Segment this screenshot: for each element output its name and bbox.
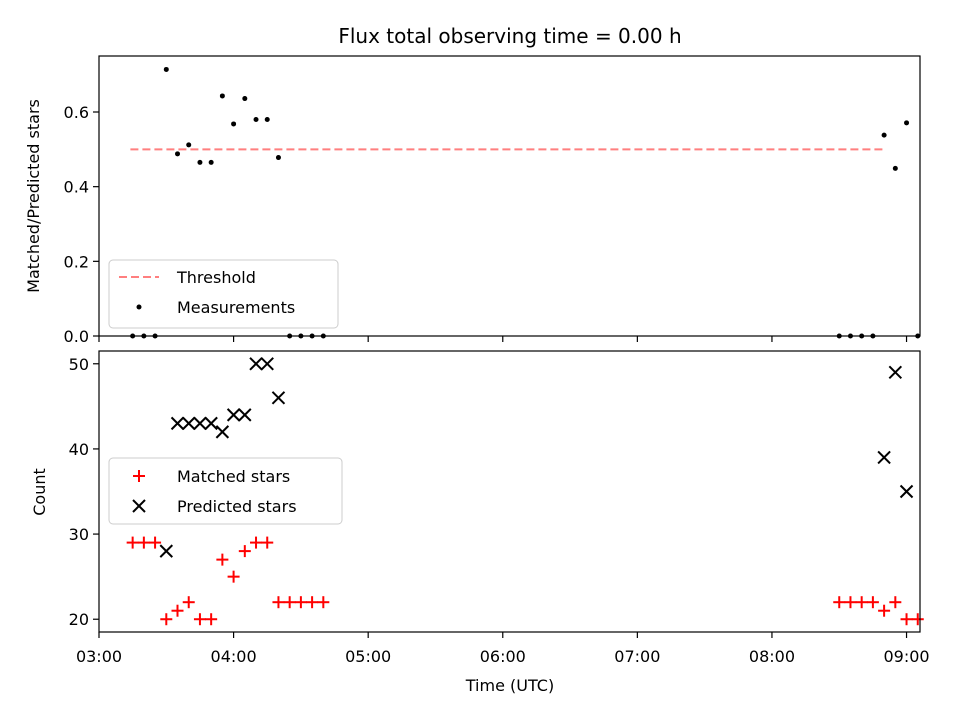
legend-predicted-swatch	[132, 499, 146, 513]
bottom-y-tick-label: 40	[69, 440, 89, 459]
predicted-star-point	[204, 416, 218, 431]
chart-title: Flux total observing time = 0.00 h	[338, 24, 681, 48]
top-legend-box	[108, 259, 339, 329]
x-tick-label: 08:00	[749, 647, 795, 666]
bottom-y-axis-label: Count	[30, 468, 49, 516]
matched-star-point	[205, 613, 218, 626]
top-plot-frame	[98, 55, 921, 337]
top-y-tick-label: 0.0	[64, 327, 89, 346]
top-y-tick-label: 0.4	[64, 178, 89, 197]
matched-star-point	[306, 596, 319, 609]
predicted-star-point	[238, 408, 252, 422]
top-legend: Threshold Measurements	[108, 259, 339, 329]
predicted-star-point	[271, 391, 286, 405]
matched-star-point	[160, 613, 173, 626]
predicted-star-point	[877, 450, 891, 465]
matched-star-point	[317, 596, 330, 609]
x-tick-label: 05:00	[345, 647, 391, 666]
bottom-x-ticks: 03:00 04:00 05:00 06:00 07:00 08:00 09:00	[76, 632, 930, 666]
matched-star-point	[149, 536, 162, 549]
measurement-point	[231, 121, 237, 127]
matched-star-point	[137, 536, 150, 549]
matched-star-point	[261, 536, 274, 549]
top-y-ticks: 0.0 0.2 0.4 0.6	[64, 103, 99, 346]
matched-star-point	[833, 596, 846, 609]
top-x-ticks	[98, 336, 908, 342]
predicted-star-point	[260, 357, 274, 371]
bottom-y-tick-label: 20	[69, 610, 89, 629]
measurement-point	[242, 96, 248, 102]
bottom-legend: Matched stars Predicted stars	[108, 457, 343, 525]
bottom-legend-box	[108, 457, 343, 525]
predicted-star-point	[215, 425, 230, 439]
legend-measurements-label: Measurements	[177, 298, 295, 317]
measurement-point	[208, 159, 214, 165]
matched-star-point	[250, 536, 263, 549]
predicted-star-point	[888, 365, 903, 379]
matched-star-point	[283, 596, 296, 609]
matched-star-point	[878, 604, 891, 617]
measurement-point	[892, 165, 898, 171]
measurement-point	[175, 151, 181, 157]
matched-star-point	[171, 604, 184, 617]
measurement-point	[275, 155, 281, 161]
legend-matched-label: Matched stars	[177, 467, 290, 486]
top-y-axis-label: Matched/Predicted stars	[24, 99, 43, 293]
bottom-series-marks	[126, 357, 924, 626]
x-tick-label: 09:00	[883, 647, 929, 666]
matched-star-point	[855, 596, 868, 609]
matched-star-point	[193, 613, 206, 626]
top-series-marks	[130, 66, 921, 339]
measurement-point	[186, 142, 192, 148]
predicted-star-point	[170, 416, 185, 431]
measurement-point	[881, 132, 887, 138]
legend-predicted-label: Predicted stars	[177, 497, 297, 516]
predicted-star-point	[182, 416, 196, 431]
measurement-point	[264, 116, 270, 122]
x-axis-label: Time (UTC)	[465, 676, 554, 695]
matched-star-point	[238, 545, 251, 558]
legend-threshold-label: Threshold	[176, 268, 256, 287]
x-tick-label: 04:00	[211, 647, 257, 666]
matched-star-point	[889, 596, 902, 609]
predicted-star-point	[249, 357, 263, 371]
matched-star-point	[844, 596, 857, 609]
measurement-point	[163, 66, 169, 72]
predicted-star-point	[226, 408, 241, 422]
bottom-y-tick-label: 50	[69, 355, 89, 374]
matched-star-point	[227, 570, 240, 583]
measurement-point	[197, 159, 203, 165]
x-tick-label: 07:00	[614, 647, 660, 666]
measurement-point	[904, 120, 910, 126]
predicted-star-point	[899, 484, 914, 499]
bottom-y-ticks: 20 30 40 50	[69, 355, 99, 629]
predicted-star-point	[159, 544, 174, 558]
matched-star-point	[866, 596, 879, 609]
legend-matched-swatch	[133, 470, 145, 482]
predicted-star-point	[193, 416, 207, 431]
bottom-y-tick-label: 30	[69, 525, 89, 544]
matched-star-point	[294, 596, 307, 609]
measurement-point	[253, 116, 259, 122]
legend-measurements-swatch	[136, 304, 142, 310]
matched-star-point	[911, 613, 924, 626]
x-tick-label: 03:00	[76, 647, 122, 666]
matched-star-point	[900, 613, 913, 626]
top-y-tick-label: 0.2	[64, 252, 89, 271]
matched-star-point	[216, 553, 229, 566]
bottom-plot-frame	[98, 350, 921, 633]
matched-star-point	[272, 596, 285, 609]
matched-star-point	[182, 596, 195, 609]
x-tick-label: 06:00	[480, 647, 526, 666]
matched-star-point	[126, 536, 139, 549]
measurement-point	[219, 93, 225, 99]
top-y-tick-label: 0.6	[64, 103, 89, 122]
